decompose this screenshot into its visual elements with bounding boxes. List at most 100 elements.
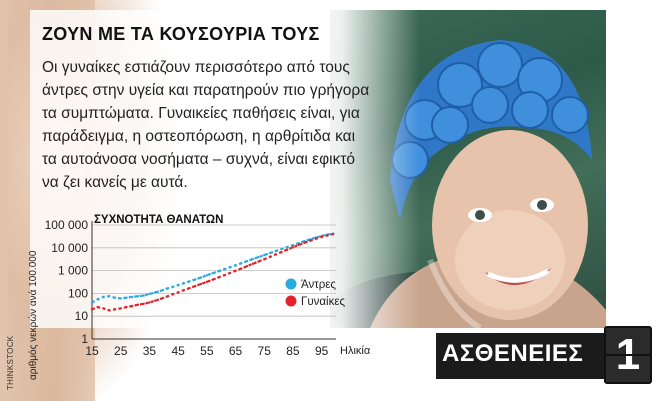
body-line: Οι γυναίκες εστιάζουν περισσότερο από το… <box>42 59 350 76</box>
data-point <box>108 295 111 298</box>
x-tick-label: 55 <box>200 344 214 358</box>
data-point <box>331 232 335 236</box>
data-point <box>240 262 243 265</box>
x-axis-label: Ηλικία <box>340 345 371 357</box>
data-point <box>240 267 243 270</box>
data-point <box>280 250 283 254</box>
data-point <box>159 297 163 300</box>
data-point <box>90 308 94 311</box>
data-point <box>119 307 122 310</box>
data-point <box>102 295 105 299</box>
data-point <box>280 247 283 251</box>
data-point <box>125 305 128 309</box>
data-point <box>176 283 180 287</box>
data-point <box>268 251 272 255</box>
data-point <box>274 253 277 256</box>
data-point <box>90 301 94 304</box>
data-point <box>228 271 231 275</box>
data-point <box>153 291 157 294</box>
x-tick-label: 95 <box>315 344 329 358</box>
data-point <box>171 293 174 296</box>
data-point <box>176 291 180 294</box>
data-point <box>257 255 260 259</box>
x-tick-label: 45 <box>171 344 185 358</box>
data-point <box>228 266 231 269</box>
x-tick-label: 65 <box>229 344 243 358</box>
data-point <box>320 235 323 239</box>
data-point <box>130 295 134 299</box>
data-point <box>171 285 174 289</box>
data-point <box>153 299 157 302</box>
data-point <box>130 304 134 308</box>
data-point <box>234 269 237 273</box>
body-line: τα αυτοάνοσα νοσήματα – συχνά, είναι εφι… <box>42 151 356 168</box>
data-point <box>142 294 145 297</box>
data-point <box>291 246 295 249</box>
data-point <box>188 286 191 290</box>
flip-divider <box>606 354 650 356</box>
data-point <box>148 301 151 304</box>
x-tick-label: 85 <box>286 344 300 358</box>
legend-swatch <box>285 278 297 290</box>
y-tick-label: 1 <box>81 332 88 346</box>
y-tick-label: 10 000 <box>51 241 88 255</box>
data-point <box>297 243 300 247</box>
body-line: να ζει κανείς με αυτά. <box>42 174 188 191</box>
data-point <box>245 259 249 263</box>
data-point <box>286 248 289 251</box>
data-point <box>205 274 209 277</box>
data-point <box>234 264 237 267</box>
legend-label: Γυναίκες <box>301 296 345 308</box>
data-point <box>263 258 266 261</box>
y-tick-label: 100 000 <box>45 218 89 232</box>
data-point <box>263 253 266 257</box>
data-point <box>257 260 260 263</box>
text-panel <box>30 10 330 328</box>
x-tick-label: 15 <box>85 344 99 358</box>
x-tick-label: 25 <box>114 344 128 358</box>
data-point <box>182 282 186 285</box>
data-point <box>119 297 122 300</box>
y-tick-label: 1 000 <box>58 264 88 278</box>
data-point <box>142 302 145 305</box>
data-point <box>165 287 168 290</box>
data-point <box>125 296 128 299</box>
section-badge <box>436 333 614 379</box>
data-point <box>136 303 140 306</box>
data-point <box>96 305 99 309</box>
data-point <box>251 262 254 266</box>
body-line: άντρες στην υγεία και παρατηρούν πιο γρή… <box>42 82 370 99</box>
data-point <box>274 249 277 253</box>
data-point <box>308 239 312 242</box>
data-point <box>268 255 272 259</box>
body-text: Οι γυναίκες εστιάζουν περισσότερο από το… <box>42 56 372 194</box>
data-point <box>217 276 220 279</box>
y-tick-label: 100 <box>68 286 88 300</box>
data-point <box>188 280 191 283</box>
section-badge-label: ΑΣΘΕΝΕΙΕΣ <box>442 340 584 367</box>
data-point <box>314 237 318 240</box>
data-point <box>211 272 214 275</box>
data-point <box>102 307 105 310</box>
x-tick-label: 75 <box>258 344 272 358</box>
data-point <box>148 292 151 296</box>
data-point <box>199 282 203 286</box>
body-line: τα συμπτώματα. Γυναικείες παθήσεις είναι… <box>42 105 360 122</box>
data-point <box>165 295 168 298</box>
section-number-tile: 1 <box>604 326 652 384</box>
x-tick-label: 35 <box>143 344 157 358</box>
data-point <box>159 289 163 293</box>
data-point <box>326 234 329 237</box>
data-point <box>245 264 249 268</box>
body-line: παράδειγμα, η οστεοπόρωση, η αρθρίτιδα κ… <box>42 128 356 145</box>
data-point <box>291 244 295 247</box>
data-point <box>205 280 209 284</box>
legend-label: Άντρες <box>301 279 336 291</box>
data-point <box>217 270 220 273</box>
y-tick-label: 10 <box>75 309 89 323</box>
data-point <box>303 241 306 245</box>
legend-swatch <box>285 295 297 307</box>
data-point <box>222 268 226 271</box>
data-point <box>182 288 186 292</box>
